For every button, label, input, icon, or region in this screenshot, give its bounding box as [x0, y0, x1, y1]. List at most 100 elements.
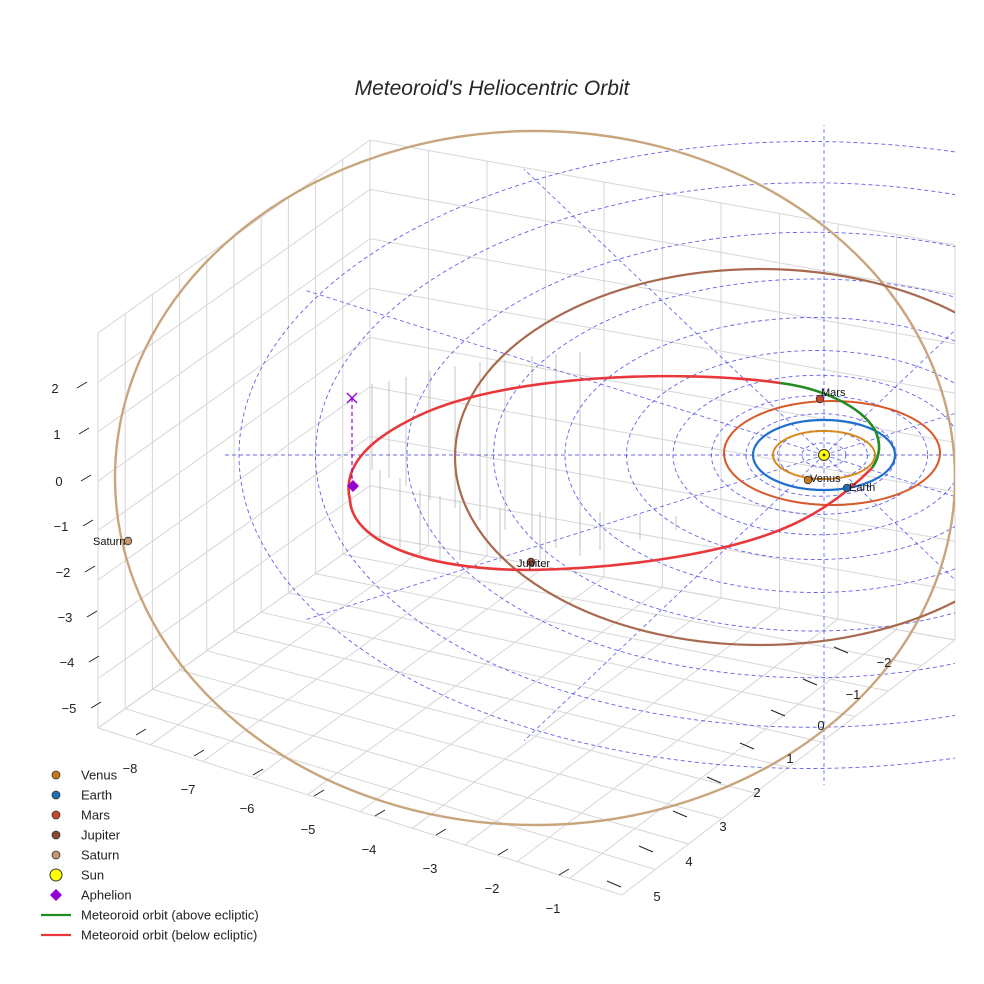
legend-marker — [51, 770, 61, 780]
legend-label: Saturn — [81, 848, 119, 863]
z-tick-mark — [76, 381, 88, 389]
wall-grid-line — [97, 485, 371, 680]
x-tick-mark — [193, 749, 205, 757]
legend-marker — [50, 889, 62, 901]
x-tick-mark — [252, 768, 264, 776]
wall-grid-line — [369, 139, 956, 246]
legend-item: Earth — [51, 788, 112, 803]
saturn-label: Saturn — [93, 536, 125, 548]
legend-item: Sun — [49, 868, 104, 883]
jupiter-label: Jupiter — [517, 558, 550, 570]
x-tick-label: −6 — [240, 801, 255, 816]
wall-grid-line — [369, 188, 956, 295]
ecliptic-ring — [493, 278, 955, 632]
y-tick-mark — [770, 709, 786, 717]
ecliptic-spoke — [523, 168, 825, 456]
ecliptic-spoke — [823, 454, 955, 498]
z-tick-label: 0 — [55, 474, 62, 489]
z-tick-mark — [90, 701, 102, 709]
y-tick-label: −2 — [877, 655, 892, 670]
y-tick-mark — [833, 646, 849, 654]
legend: Venus Earth Mars Jupiter Saturn Sun Aphelion Me… — [41, 768, 259, 943]
z-tick-label: −1 — [54, 519, 69, 534]
floor-grid-line — [464, 608, 780, 846]
y-tick-label: 3 — [719, 819, 726, 834]
y-tick-mark — [739, 742, 755, 750]
legend-item: Mars — [51, 808, 110, 823]
y-tick-label: 1 — [786, 751, 793, 766]
wall-grid-line — [369, 435, 956, 542]
venus-orbit — [772, 430, 876, 480]
jupiter-orbit — [453, 267, 955, 647]
x-tick-label: −7 — [181, 782, 196, 797]
x-tick-mark — [135, 728, 147, 736]
legend-marker — [49, 868, 63, 882]
floor-grid-line — [369, 534, 956, 641]
z-tick-mark — [86, 610, 98, 618]
x-tick-mark — [497, 848, 509, 856]
z-tick-label: 2 — [51, 381, 58, 396]
y-tick-mark — [706, 776, 722, 784]
legend-label: Mars — [81, 808, 110, 823]
saturn-orbit — [113, 129, 955, 827]
x-tick-label: −3 — [423, 861, 438, 876]
floor-grid-line — [233, 631, 789, 768]
y-tick-label: 0 — [817, 718, 824, 733]
wall-grid-line — [369, 238, 956, 345]
x-tick-label: −1 — [546, 901, 561, 916]
legend-marker — [51, 810, 61, 820]
y-tick-label: −1 — [846, 687, 861, 702]
ecliptic-spoke — [523, 454, 825, 742]
x-tick-mark — [435, 828, 447, 836]
legend-label: Sun — [81, 868, 104, 883]
legend-label: Earth — [81, 788, 112, 803]
wall-grid-line — [369, 287, 956, 394]
legend-item: Saturn — [51, 848, 119, 863]
floor-grid-line — [569, 629, 897, 879]
ecliptic-spoke — [823, 412, 955, 456]
z-tick-mark — [88, 655, 100, 663]
legend-label: Venus — [81, 768, 118, 783]
meteoroid-orbit-above-ecliptic — [779, 381, 881, 469]
wall-grid-line — [97, 386, 371, 581]
z-tick-mark — [80, 474, 92, 482]
aphelion-marker — [346, 392, 359, 492]
planet-orbits — [113, 129, 955, 827]
z-tick-label: −2 — [56, 565, 71, 580]
legend-item: Venus — [51, 768, 118, 783]
wall-grid-line — [97, 287, 371, 482]
planet-markers: Venus Earth Mars Jupiter Saturn — [93, 387, 875, 570]
legend-label: Jupiter — [81, 828, 121, 843]
y-tick-mark — [802, 678, 818, 686]
x-tick-mark — [558, 868, 570, 876]
legend-label: Meteoroid orbit (above ecliptic) — [81, 908, 259, 923]
y-tick-mark — [672, 810, 688, 818]
floor-grid-line — [261, 611, 822, 743]
wall-grid-line — [97, 337, 371, 531]
legend-label: Meteoroid orbit (below ecliptic) — [81, 928, 257, 943]
floor-grid-line — [412, 597, 722, 829]
legend-item: Aphelion — [50, 888, 132, 903]
earth-orbit — [751, 418, 897, 492]
y-tick-label: 2 — [753, 785, 760, 800]
earth-marker — [842, 483, 852, 493]
floor-grid-line — [342, 553, 922, 666]
z-tick-mark — [82, 519, 94, 527]
legend-marker — [51, 830, 61, 840]
legend-marker — [51, 790, 61, 800]
floor-grid-line — [516, 618, 839, 862]
jupiter-marker — [526, 557, 536, 567]
ecliptic-grid — [224, 125, 955, 785]
mars-orbit — [723, 400, 941, 506]
legend-marker — [51, 850, 61, 860]
wall-grid-line — [97, 238, 371, 433]
floor-grid-line — [621, 639, 956, 896]
x-tick-mark — [374, 809, 386, 817]
meteoroid-orbit-below-ecliptic — [347, 374, 873, 572]
wall-grid-line — [97, 435, 371, 630]
x-tick-mark — [313, 789, 325, 797]
x-tick-label: −4 — [362, 842, 377, 857]
ecliptic-ring — [564, 317, 955, 593]
drop-lines — [371, 352, 677, 562]
